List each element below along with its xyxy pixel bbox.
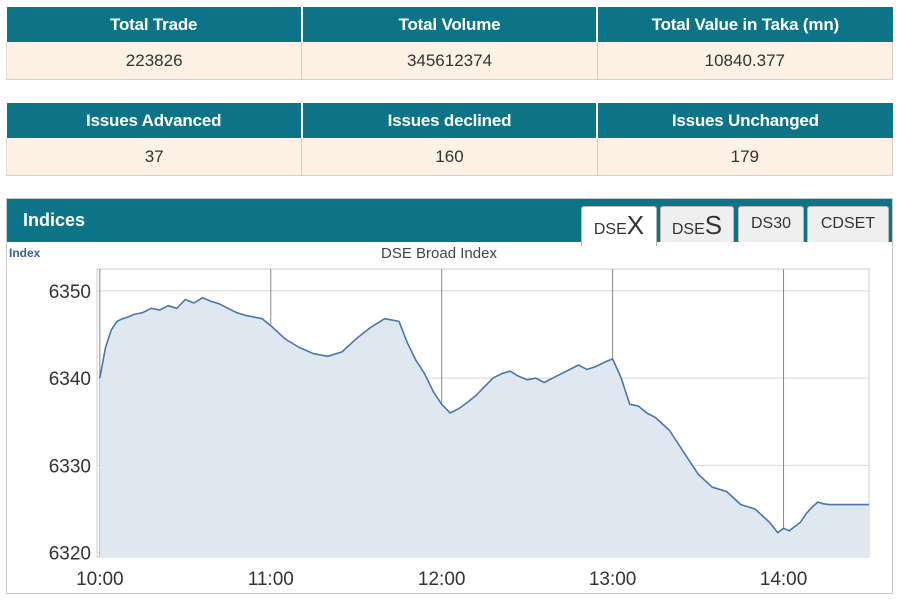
y-tick-label: 6350 [49,282,91,303]
header-issues-advanced: Issues Advanced [6,103,303,138]
x-tick-label: 12:00 [418,569,466,590]
x-tick-label: 14:00 [760,569,808,590]
tab-dsex[interactable]: DSEX [581,206,657,246]
series-area [99,297,870,557]
x-tick-label: 11:00 [248,569,294,590]
issues-summary-table: Issues Advanced Issues declined Issues U… [5,103,894,176]
header-total-volume: Total Volume [301,7,599,42]
header-issues-unchanged: Issues Unchanged [597,103,893,138]
market-summary-table: Total Trade Total Volume Total Value in … [5,7,894,80]
tab-ds30[interactable]: DS30 [738,206,804,242]
indices-title: Indices [23,210,86,230]
value-total-value: 10840.377 [596,42,894,80]
x-tick-label: 13:00 [589,569,637,590]
header-total-trade: Total Trade [6,7,303,42]
value-issues-unchanged: 179 [596,138,894,176]
tab-dses[interactable]: DSES [660,206,734,242]
indices-panel: Indices DSEX DSES DS30 CDSET Index DSE B… [6,198,893,594]
indices-header: Indices DSEX DSES DS30 CDSET [7,199,892,246]
value-total-trade: 223826 [5,42,303,80]
tab-dses-suffix: S [704,210,723,240]
y-tick-label: 6320 [49,544,91,565]
series-line [99,297,869,534]
header-issues-declined: Issues declined [301,103,599,138]
header-total-value: Total Value in Taka (mn) [597,7,893,42]
tab-cdset[interactable]: CDSET [807,206,889,242]
x-tick-label: 10:00 [76,569,124,590]
tab-ds30-label: DS30 [750,215,792,232]
chart-title: DSE Broad Index [381,245,497,262]
tab-dsex-prefix: DSE [593,221,627,238]
tab-dsex-suffix: X [626,210,645,240]
tab-dses-prefix: DSE [671,221,705,238]
value-issues-advanced: 37 [5,138,303,176]
index-chart: Index DSE Broad Index 6320 6330 6340 6350 10… [9,245,870,590]
value-total-volume: 345612374 [301,42,598,80]
value-issues-declined: 160 [301,138,598,176]
y-tick-label: 6330 [49,456,91,477]
tab-cdset-label: CDSET [820,215,876,232]
y-tick-label: 6340 [49,369,91,390]
chart-y-label: Index [9,246,41,260]
